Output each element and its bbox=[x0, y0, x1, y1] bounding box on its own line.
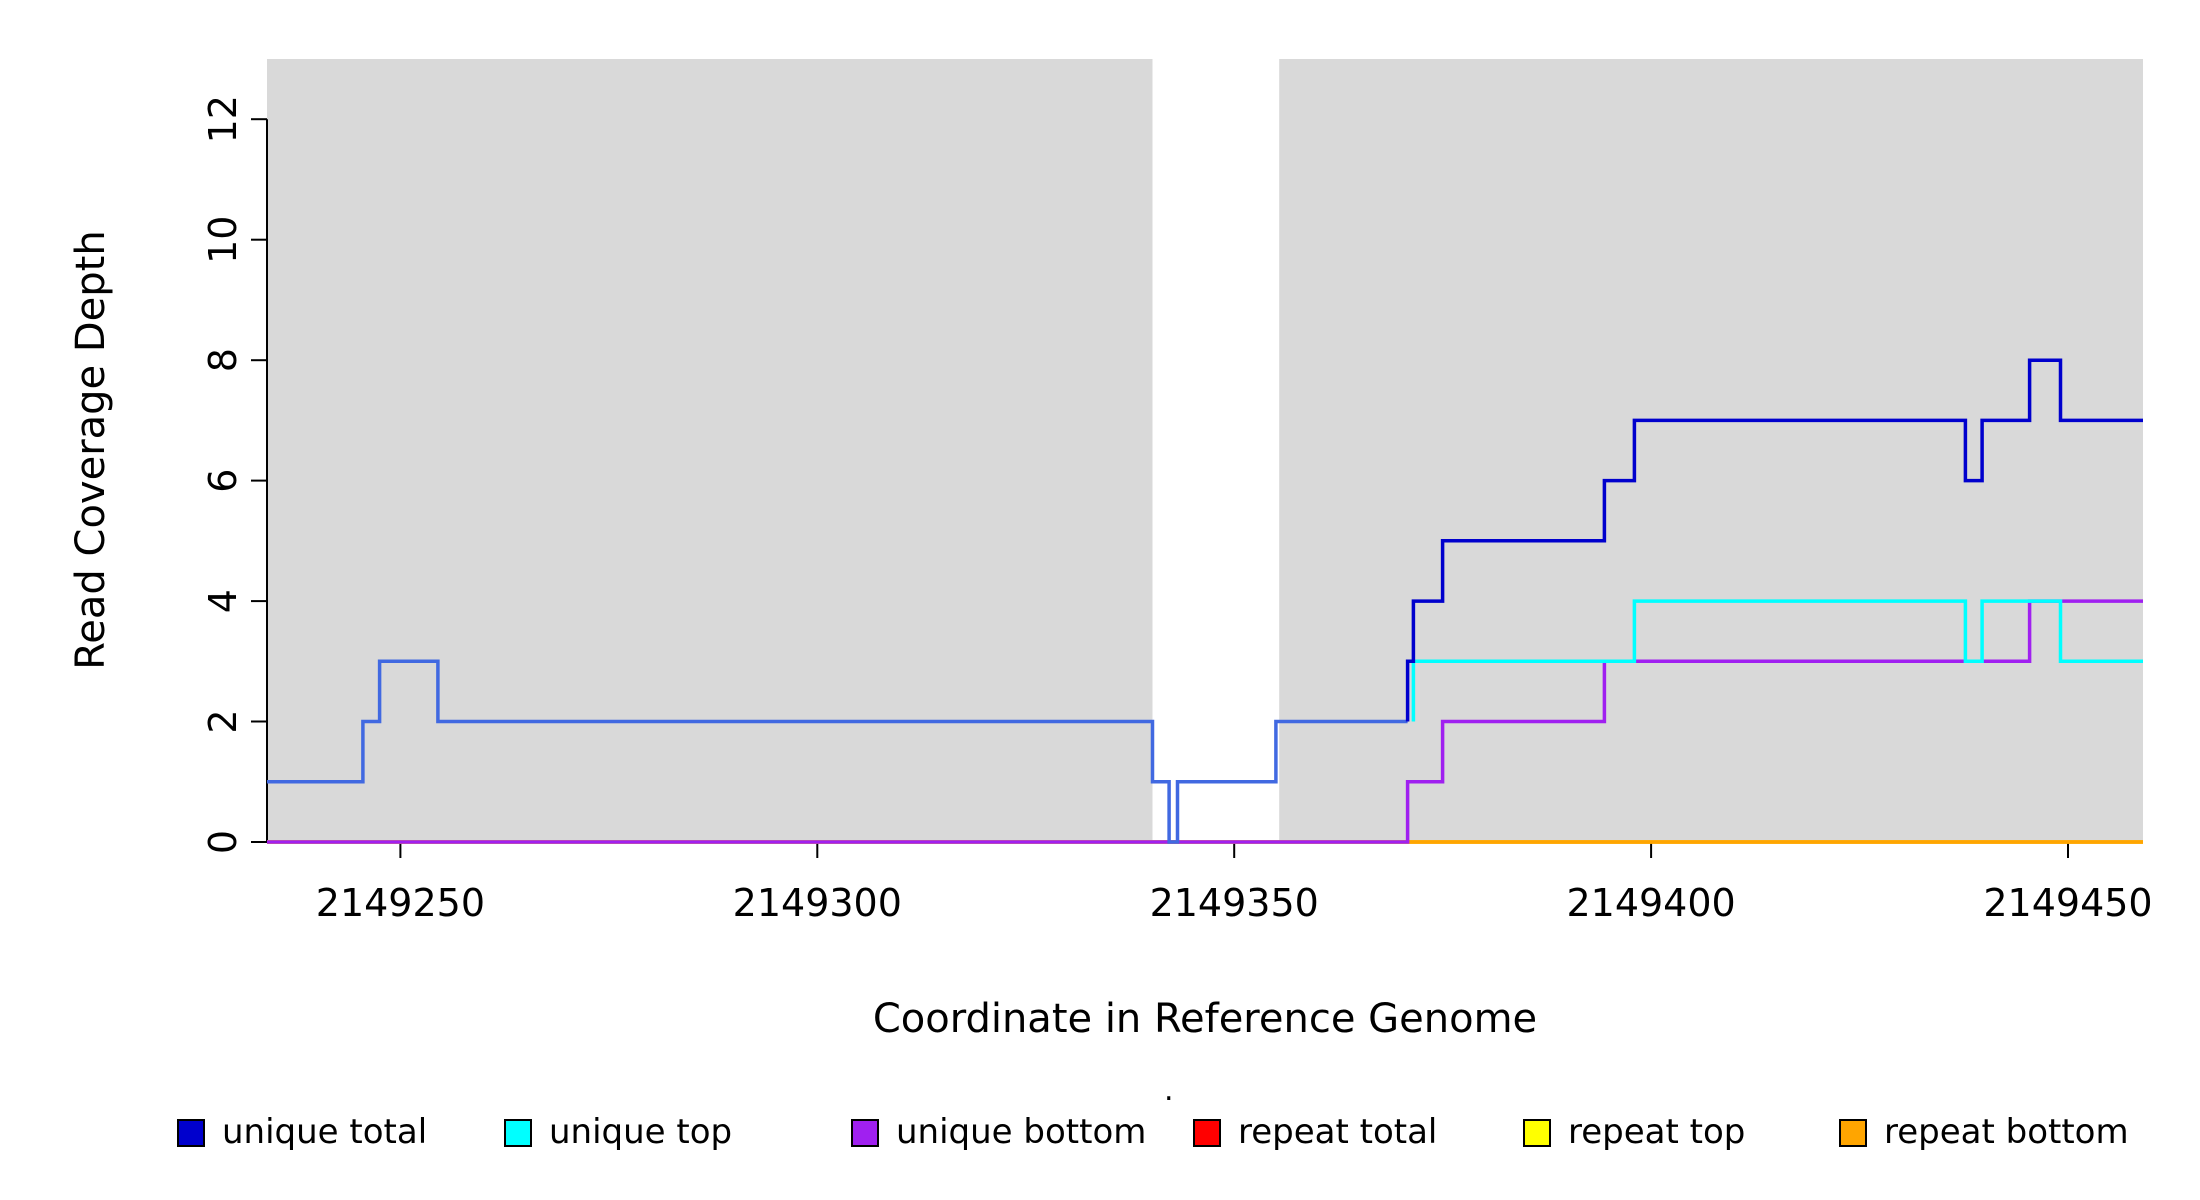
x-axis-title: Coordinate in Reference Genome bbox=[873, 996, 1537, 1042]
x-tick-label: 2149350 bbox=[1150, 881, 1319, 925]
y-tick-label: 12 bbox=[201, 95, 245, 143]
series-line-unique-total bbox=[267, 659, 1408, 844]
legend: unique total unique top unique bottom repea… bbox=[177, 1112, 2129, 1152]
legend-label-repeat-bottom: repeat bottom bbox=[1884, 1112, 2129, 1152]
legend-swatch-repeat-total bbox=[1193, 1119, 1221, 1147]
series-line-unique-top bbox=[1411, 599, 2143, 722]
legend-swatch-unique-total bbox=[177, 1119, 205, 1147]
series-layer bbox=[267, 358, 2143, 844]
stray-mark: . bbox=[1164, 1073, 1174, 1108]
shaded-region bbox=[1279, 59, 2143, 842]
y-tick-label: 0 bbox=[201, 830, 245, 854]
x-tick-label: 2149450 bbox=[1983, 881, 2152, 925]
legend-label-repeat-total: repeat total bbox=[1238, 1112, 1437, 1152]
y-tick-label: 10 bbox=[201, 216, 245, 264]
legend-swatch-unique-bottom bbox=[851, 1119, 879, 1147]
y-tick-label: 4 bbox=[201, 589, 245, 613]
x-tick-label: 2149250 bbox=[316, 881, 485, 925]
shaded-region bbox=[267, 59, 1153, 842]
y-tick-label: 8 bbox=[201, 348, 245, 372]
legend-swatch-repeat-top bbox=[1523, 1119, 1551, 1147]
y-tick-label: 6 bbox=[201, 469, 245, 493]
x-tick-label: 2149300 bbox=[733, 881, 902, 925]
y-axis-title: Read Coverage Depth bbox=[68, 230, 114, 669]
legend-label-unique-top: unique top bbox=[549, 1112, 732, 1152]
labels-layer: Coordinate in Reference Genome Read Cove… bbox=[68, 230, 1537, 1108]
axes-layer: 2149250 2149300 2149350 2149400 2149450 0 2 4 6 8… bbox=[201, 95, 2153, 925]
legend-swatch-repeat-bottom bbox=[1839, 1119, 1867, 1147]
y-tick-label: 2 bbox=[201, 709, 245, 733]
series-line-unique-total bbox=[1405, 358, 2143, 722]
legend-label-unique-total: unique total bbox=[222, 1112, 427, 1152]
panel-layer bbox=[267, 59, 2143, 842]
x-tick-label: 2149400 bbox=[1566, 881, 1735, 925]
legend-swatch-unique-top bbox=[504, 1119, 532, 1147]
legend-label-repeat-top: repeat top bbox=[1568, 1112, 1745, 1152]
legend-label-unique-bottom: unique bottom bbox=[896, 1112, 1146, 1152]
series-line-unique-bottom bbox=[267, 599, 2143, 844]
